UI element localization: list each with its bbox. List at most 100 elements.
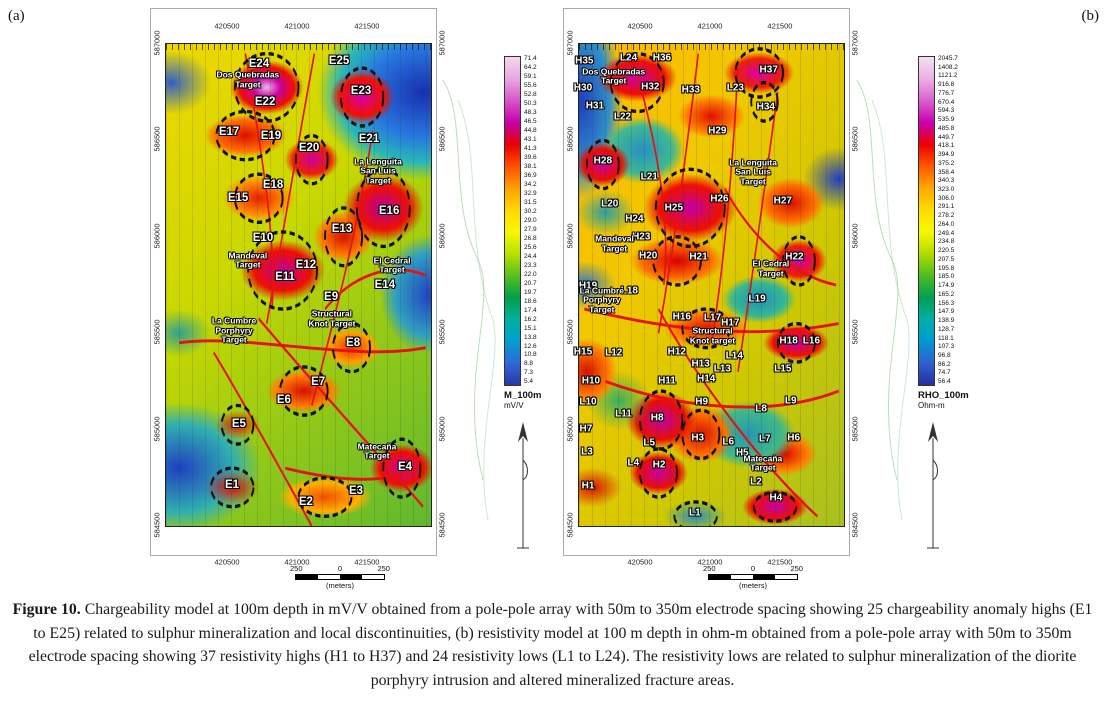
anomaly-label-H18: H18 — [779, 335, 798, 347]
anomaly-label-H20: H20 — [638, 250, 658, 262]
color-scale-value: 52.8 — [524, 90, 537, 98]
color-scale-value: 485.8 — [938, 124, 955, 132]
x-axis-tick-bottom: 421500 — [354, 557, 380, 567]
contours-and-lineaments-overlay — [584, 47, 839, 526]
scalebar-zero-value: 0 — [337, 564, 343, 573]
scalebar-left-value: 250 — [703, 564, 716, 573]
anomaly-label-H19: H19 — [578, 280, 598, 292]
anomaly-label-E12: E12 — [295, 258, 317, 271]
panel-b-label: (b) — [1081, 8, 1100, 24]
color-scale-value: 5.4 — [524, 378, 534, 386]
scalebar-numbers: 250 0 250 — [695, 564, 811, 573]
y-axis-tick-left: 584500 — [565, 512, 575, 538]
contours-and-lineaments-overlay — [179, 51, 426, 526]
color-scale-value: 156.3 — [938, 299, 955, 307]
anomaly-label-H17: H17 — [721, 317, 740, 329]
anomaly-label-H16: H16 — [672, 311, 691, 323]
scalebar-graphic — [295, 574, 385, 580]
color-scale-value: 7.3 — [524, 369, 534, 377]
color-scale-value: 20.7 — [524, 279, 537, 287]
anomaly-label-L7: L7 — [758, 433, 771, 445]
color-scale-value: 55.6 — [524, 81, 537, 89]
north-arrow — [517, 422, 529, 549]
color-scale-value: 26.8 — [524, 234, 537, 242]
color-scale-value: 278.2 — [938, 212, 955, 220]
anomaly-contours — [586, 47, 816, 526]
color-scale-value: 418.1 — [938, 142, 955, 150]
anomaly-label-H33: H33 — [681, 84, 701, 96]
x-axis-tick-top: 421500 — [354, 21, 380, 31]
electrode-tick-marks — [166, 44, 431, 50]
anomaly-label-H3: H3 — [691, 432, 705, 444]
color-scale-value: 195.8 — [938, 264, 955, 272]
color-scale-value: 44.8 — [524, 126, 537, 134]
color-scale-value: 41.3 — [524, 144, 537, 152]
anomaly-label-H29: H29 — [708, 125, 727, 137]
anomaly-label-E13: E13 — [331, 222, 353, 235]
color-scale-value: 48.3 — [524, 108, 537, 116]
anomaly-label-H6: H6 — [787, 432, 801, 444]
color-scale-value: 23.3 — [524, 261, 537, 269]
color-scale-value: 165.2 — [938, 290, 955, 298]
anomaly-label-H7: H7 — [579, 423, 593, 435]
target-label-dos-quebradas-target: Dos Quebradas Target — [582, 66, 646, 86]
chargeability-color-legend: 71.4 64.2 59.1 55.6 52.8 50.3 48.3 46.5 44.8 43.1… — [504, 55, 568, 410]
anomaly-label-L23: L23 — [726, 82, 744, 94]
color-scale-value: 147.9 — [938, 308, 955, 316]
anomaly-label-L18: L18 — [620, 285, 638, 297]
anomaly-label-E3: E3 — [348, 484, 364, 497]
color-scale-value: 86.2 — [938, 360, 951, 368]
color-scale-value: 27.9 — [524, 225, 537, 233]
north-arrow — [927, 422, 939, 549]
panel-a-label: (a) — [8, 8, 25, 24]
anomaly-label-L20: L20 — [601, 198, 619, 210]
color-scale-value: 25.6 — [524, 243, 537, 251]
color-scale-strip — [504, 56, 521, 386]
color-scale-value: 249.4 — [938, 229, 955, 237]
anomaly-label-H15: H15 — [573, 346, 593, 358]
color-scale-value: 30.2 — [524, 207, 537, 215]
x-axis-tick-top: 421000 — [284, 21, 310, 31]
figure-caption: Figure 10. Chargeability model at 100m d… — [10, 598, 1095, 693]
caption-figure-number: Figure 10. — [12, 601, 81, 618]
anomaly-label-H13: H13 — [691, 358, 710, 370]
scalebar-graphic — [708, 574, 798, 580]
anomaly-label-E2: E2 — [298, 495, 313, 508]
target-label-la-lenguita-san-luis-target: La Lenguita San Luis Target — [729, 157, 777, 187]
anomaly-label-H23: H23 — [632, 231, 651, 243]
target-label-la-cumbre-porphyry-target: La Cumbre Porphyry Target — [579, 285, 624, 315]
anomaly-label-L13: L13 — [713, 363, 731, 375]
color-scale-value: 39.6 — [524, 153, 537, 161]
anomaly-label-H11: H11 — [658, 375, 676, 387]
color-scale-value: 916.8 — [938, 81, 955, 89]
anomaly-label-E4: E4 — [397, 460, 413, 473]
anomaly-label-L21: L21 — [640, 171, 658, 183]
color-scale-value: 56.4 — [938, 378, 951, 386]
target-label-la-cumbre-porphyry-target: La Cumbre Porphyry Target — [211, 315, 257, 346]
color-scale-value: 535.9 — [938, 116, 955, 124]
anomaly-label-H8: H8 — [650, 412, 664, 424]
x-axis-tick-bottom: 420500 — [214, 557, 240, 567]
anomaly-label-H31: H31 — [585, 100, 605, 112]
color-scale-value: 594.3 — [938, 107, 955, 115]
scalebar-zero-value: 0 — [750, 564, 756, 573]
x-axis-tick-bottom: 421000 — [697, 557, 723, 567]
color-scale-value: 43.1 — [524, 135, 537, 143]
color-scale-value: 34.2 — [524, 180, 537, 188]
color-scale-value: 74.7 — [938, 369, 951, 377]
anomaly-label-H30: H30 — [573, 82, 593, 94]
anomaly-label-L14: L14 — [725, 350, 743, 362]
color-scale-strip — [918, 56, 935, 386]
anomaly-label-L12: L12 — [605, 347, 623, 359]
y-axis-tick-left: 585000 — [152, 416, 162, 442]
anomaly-label-H14: H14 — [697, 373, 716, 385]
color-scale-value: 46.5 — [524, 117, 537, 125]
chargeability-raster — [166, 44, 431, 526]
scalebar-right-value: 250 — [790, 564, 803, 573]
resistivity-map: H1 H2 H3 H4 H5 H6 H7 H8 H9 H10 H11 H12 H13 H14 H15 H16 H… — [574, 43, 845, 527]
anomaly-label-L3: L3 — [581, 446, 593, 458]
x-axis-tick-top: 420500 — [214, 21, 240, 31]
color-scale-value: 174.9 — [938, 282, 955, 290]
anomaly-label-E11: E11 — [275, 270, 295, 283]
